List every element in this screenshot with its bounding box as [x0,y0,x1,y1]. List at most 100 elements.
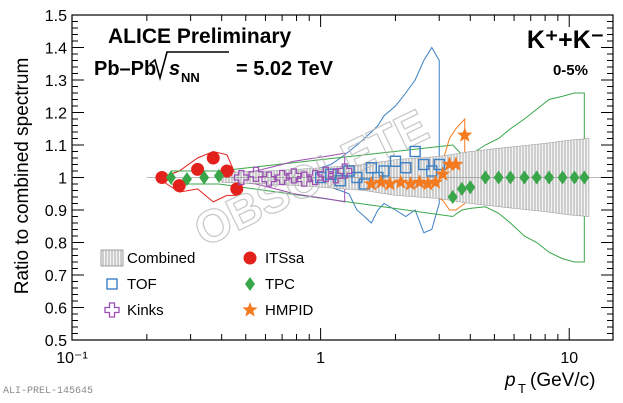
tpc-point [531,170,542,185]
itssa-band [161,150,238,203]
legend-marker-combined [100,249,124,267]
y-tick-label: 0.7 [45,268,67,285]
hmpid-point [411,174,428,189]
hmpid-point [373,174,389,189]
tof-point [378,165,390,177]
itssa-point [191,162,205,176]
legend-label: TPC [265,276,295,293]
sqrt-sign [149,51,229,82]
legend-marker-hmpid [242,302,258,317]
y-tick-label: 0.8 [45,236,67,253]
x-tick-label: 10 [560,350,578,367]
markers-layer [146,127,613,204]
hmpid-point [441,156,458,171]
kinks-point [318,166,334,182]
legend-label: Kinks [127,302,164,319]
kinks-band [240,152,346,203]
tpc-point [456,181,467,196]
hmpid-point [382,176,398,191]
y-tick-label: 1.4 [45,41,67,58]
kinks-point [233,169,250,186]
legend-entry-itssa: ITSsa [243,250,305,267]
hmpid-point [420,176,436,191]
kinks-point [248,166,264,182]
itssa-point [155,171,169,184]
tpc-point [557,170,568,185]
centrality-label: 0-5% [553,62,588,79]
legend-marker-itssa [243,251,257,265]
tpc-point [465,180,476,195]
itssa-point [206,151,220,165]
chart-title: ALICE Preliminary [108,25,292,48]
legend-marker-tof [106,278,118,290]
legend-entry-hmpid: HMPID [242,302,314,319]
tof-point [343,165,355,177]
tpc-point [199,170,210,185]
tof-point [325,168,337,180]
x-axis-label-var: p [504,370,516,391]
tof-point [426,165,438,177]
y-tick-label: 0.9 [45,203,67,220]
tpc-point [165,170,176,185]
tpc-point [493,170,504,185]
x-axis-label-units: (GeV/c) [530,370,595,391]
tof-band [320,46,440,234]
axis-ticks: 0.5 0.6 0.7 0.8 0.9 1 1.1 1.2 1.3 1.4 1.5 10⁻¹ 1 10 [45,8,613,367]
kinks-point [286,168,302,184]
legend-entry-combined: Combined [100,249,195,267]
hmpid-point [457,127,473,142]
tof-point [418,158,430,171]
legend-marker-tpc [245,277,255,291]
tpc-point [181,172,192,187]
hmpid-point [363,176,379,191]
x-axis-label-sub: T [518,381,526,396]
x-tick-label: 10⁻¹ [56,350,88,367]
legend-marker-kinks [104,302,120,318]
tof-point [365,162,378,174]
hmpid-point [393,174,409,189]
kinks-point [307,169,323,186]
tof-point [389,155,402,167]
tpc-point [579,170,590,185]
y-tick-label: 1 [58,171,67,188]
tpc-point [569,170,580,185]
x-tick-label: 1 [316,350,325,367]
legend-label: ITSsa [265,250,305,267]
legend-entry-kinks: Kinks [104,302,164,319]
legend: Combined ITSsa TOF TPC Kinks HMPID [100,249,314,319]
y-axis-label: Ratio to combined spectrum [12,58,33,295]
kinks-point [296,171,312,187]
sqrt-subscript: NN [181,70,200,85]
tof-point [409,145,421,158]
legend-label: HMPID [265,302,314,319]
tpc-point [505,170,516,185]
particle-label: K⁺+K⁻ [527,26,604,54]
itssa-point [172,179,186,193]
tpc-point [447,190,458,204]
tof-point [351,171,363,184]
y-tick-label: 1.1 [45,138,67,155]
sqrt-variable: s [169,58,180,80]
tpc-point [519,170,530,185]
kinks-point [261,171,277,187]
collision-energy: = 5.02 TeV [236,58,334,80]
tpc-point [480,170,491,185]
y-tick-label: 1.3 [45,73,67,90]
tpc-point [544,170,555,185]
y-tick-label: 0.5 [45,333,67,350]
y-tick-label: 1.2 [45,106,67,123]
y-tick-label: 0.6 [45,301,67,318]
tof-point [400,162,412,174]
kinks-point [337,163,353,179]
collision-system: Pb–Pb [94,58,156,80]
legend-label: TOF [127,276,157,293]
tof-point [334,175,346,187]
hmpid-point [435,166,451,181]
hmpid-point [402,176,419,191]
figure-id: ALI-PREL-145645 [3,386,94,397]
tpc-point [213,168,224,183]
legend-entry-tpc: TPC [245,276,295,293]
kinks-point [274,169,290,186]
hmpid-point [448,156,464,171]
